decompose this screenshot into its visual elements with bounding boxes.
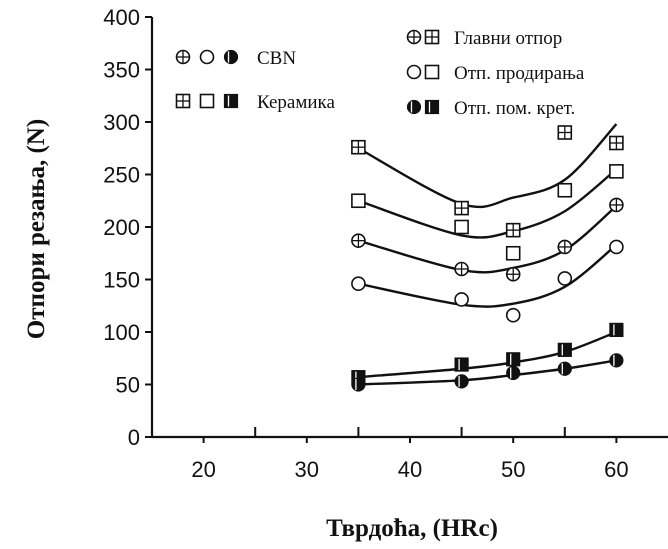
- data-point-5-0: [351, 377, 366, 392]
- x-tick-label: 60: [604, 457, 628, 482]
- legend-tool-marker: [223, 93, 239, 109]
- fit-curve-3: [358, 243, 618, 308]
- legend-force-marker-circle: [406, 99, 422, 115]
- data-point-2-4: [609, 197, 624, 213]
- fit-curve-4: [358, 330, 617, 379]
- data-point-0-3: [557, 125, 573, 140]
- legend-tool-marker: [223, 49, 239, 65]
- legend-tool-label: Керамика: [257, 92, 335, 113]
- data-point-4-4: [609, 322, 624, 337]
- legend-force-label: Отп. пом. крет.: [454, 98, 575, 119]
- legend-force-marker-square: [424, 99, 440, 115]
- data-point-5-1: [454, 374, 469, 389]
- y-tick-label: 350: [103, 58, 140, 83]
- y-tick-label: 150: [103, 268, 140, 293]
- x-axis-title: Тврдоћа, (HRc): [326, 515, 498, 542]
- data-points: [351, 125, 624, 392]
- y-tick-label: 250: [103, 163, 140, 188]
- data-point-1-0: [351, 193, 366, 209]
- x-tick-label: 40: [398, 457, 422, 482]
- legend-tool-marker: [199, 93, 215, 109]
- legend-tool-label: CBN: [257, 48, 296, 69]
- data-point-3-2: [505, 307, 521, 323]
- y-tick-label: 50: [116, 373, 140, 398]
- data-point-0-4: [609, 135, 624, 151]
- y-tick-label: 100: [103, 320, 140, 345]
- fit-curve-1: [358, 168, 618, 239]
- legend-tool-marker: [199, 49, 215, 65]
- data-point-5-4: [609, 353, 624, 368]
- x-tick-label: 50: [501, 457, 525, 482]
- axes: [145, 16, 668, 443]
- tick-labels: 0 50 100 150 200 250 300 350 400 20 30 40 50 60: [103, 5, 628, 482]
- data-point-0-2: [505, 222, 521, 238]
- x-tick-label: 20: [191, 457, 215, 482]
- legend-force-marker-square: [424, 29, 440, 45]
- legend-tool-marker: [175, 49, 191, 65]
- data-point-5-3: [557, 361, 572, 376]
- data-point-2-3: [557, 239, 573, 255]
- y-tick-label: 0: [128, 425, 140, 450]
- y-tick-label: 400: [103, 5, 140, 30]
- legend-force-marker-circle: [406, 29, 422, 45]
- data-point-1-2: [505, 245, 521, 261]
- data-point-2-1: [454, 261, 469, 277]
- data-point-4-3: [557, 342, 572, 357]
- legend-force-marker-circle: [406, 64, 422, 80]
- fit-curves: [357, 123, 618, 386]
- data-point-2-0: [351, 233, 366, 248]
- x-tick-label: 30: [295, 457, 319, 482]
- legend-force-label: Главни отпор: [454, 28, 562, 49]
- y-tick-label: 200: [103, 215, 140, 240]
- data-point-2-2: [505, 266, 521, 282]
- y-axis-title: Отпори резања, (N): [23, 119, 50, 339]
- legend-force-marker-square: [424, 64, 440, 80]
- data-point-4-1: [454, 357, 469, 372]
- data-point-3-0: [351, 276, 366, 292]
- legend-forces: Главни отпор Отп. продирања Отп. пом. крет…: [406, 28, 585, 119]
- legend-tool-marker: [175, 93, 191, 109]
- legend-tools: CBN Керамика: [175, 48, 335, 113]
- data-point-3-1: [454, 292, 469, 307]
- data-point-1-3: [557, 182, 573, 198]
- data-point-3-3: [557, 271, 573, 286]
- data-point-0-1: [454, 200, 469, 216]
- legend-force-label: Отп. продирања: [454, 63, 585, 84]
- fit-curve-0: [357, 123, 618, 209]
- y-tick-label: 300: [103, 110, 140, 135]
- fit-curve-5: [358, 359, 617, 386]
- data-point-0-0: [351, 139, 366, 155]
- data-point-4-2: [506, 352, 521, 367]
- data-point-1-1: [454, 219, 469, 235]
- data-point-5-2: [506, 365, 521, 381]
- data-point-1-4: [609, 164, 624, 179]
- data-point-3-4: [609, 239, 624, 255]
